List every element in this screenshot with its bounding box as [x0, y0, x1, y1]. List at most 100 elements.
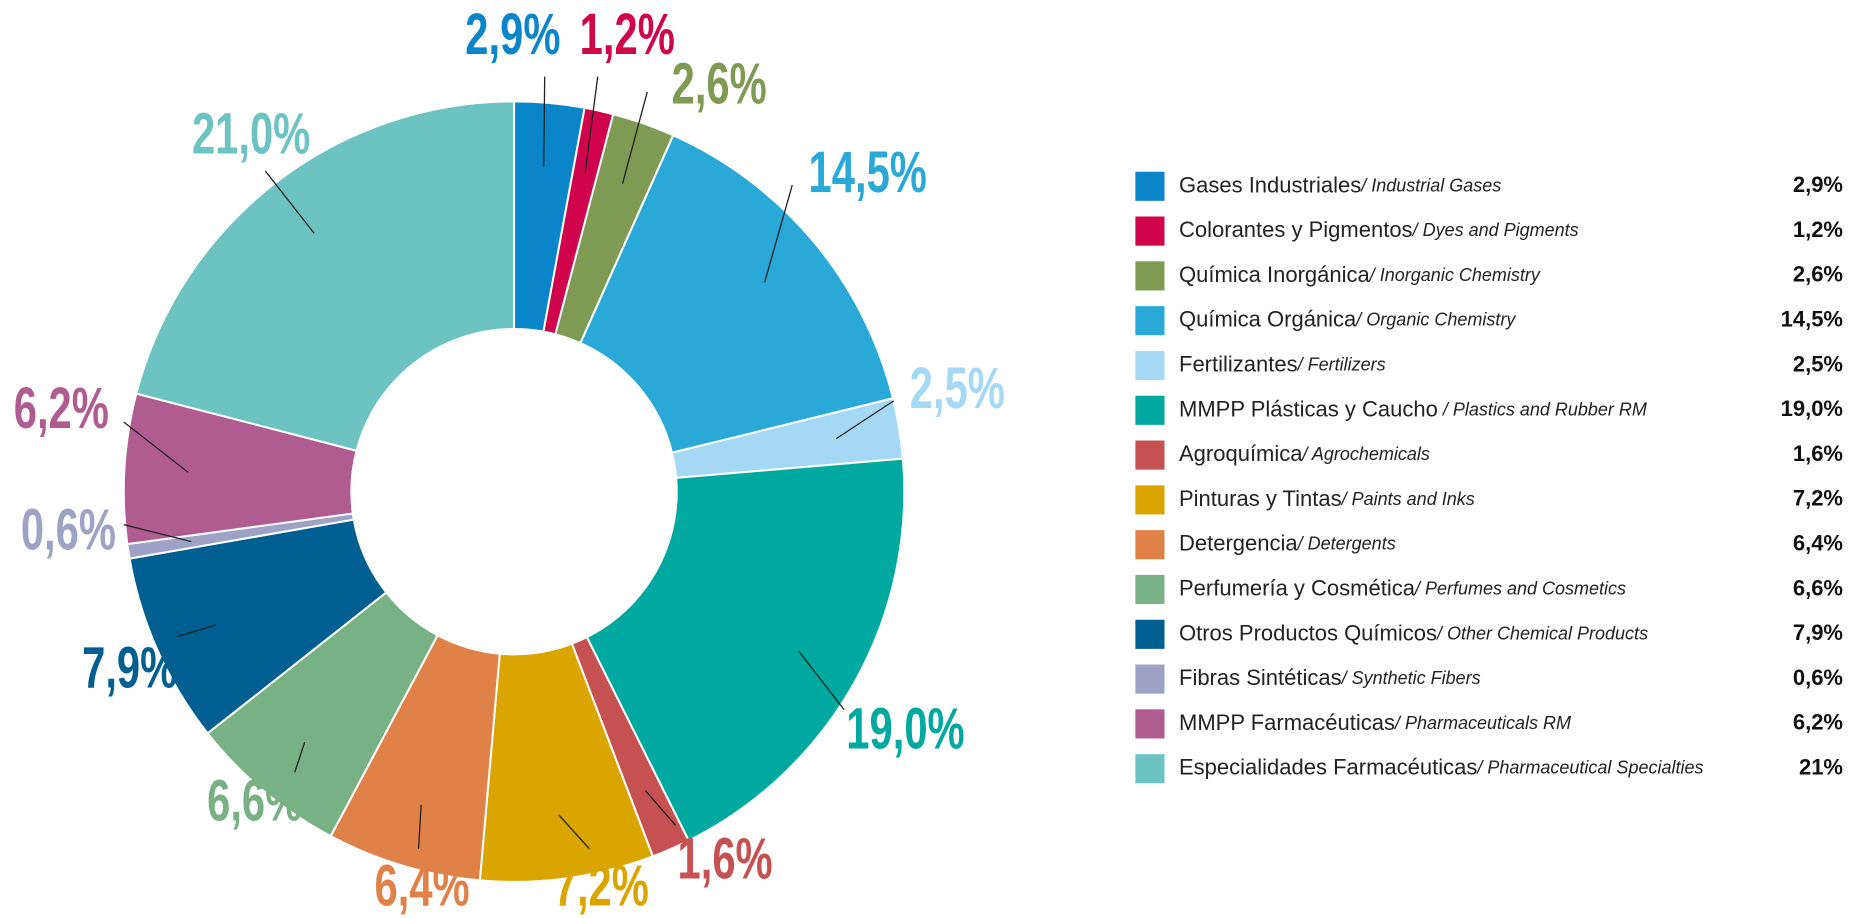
leader-line — [123, 421, 189, 473]
slice-label: 6,6% — [207, 768, 302, 833]
legend-swatch — [1135, 395, 1165, 425]
slice-label: 7,2% — [554, 853, 649, 918]
legend-swatch — [1135, 530, 1165, 560]
legend-name-en: / Pharmaceutical Specialties — [1475, 757, 1703, 777]
legend-value: 2,5% — [1793, 351, 1843, 376]
legend-name: Perfumería y Cosmética — [1179, 575, 1416, 600]
slice-label: 21,0% — [192, 100, 310, 165]
legend-value: 1,2% — [1793, 217, 1843, 242]
leader-line — [123, 524, 192, 543]
legend-label: Perfumería y Cosmética/ Perfumes and Cos… — [1179, 575, 1626, 600]
legend-swatch — [1135, 216, 1165, 246]
slice-label: 1,6% — [678, 826, 773, 891]
legend-name: Otros Productos Químicos — [1179, 620, 1437, 645]
legend-label: MMPP Farmacéuticas/ Pharmaceuticals RM — [1179, 710, 1571, 735]
donut-slice — [135, 100, 516, 452]
legend-name-en: / Paints and Inks — [1340, 489, 1475, 509]
leader-line — [835, 400, 895, 440]
leader-line — [294, 742, 306, 773]
leader-line — [264, 170, 315, 234]
leader-line — [644, 790, 677, 826]
leader-line — [584, 76, 599, 174]
legend-label: Pinturas y Tintas/ Paints and Inks — [1179, 486, 1475, 511]
legend-swatch — [1135, 574, 1165, 605]
slice-label: 0,6% — [21, 497, 116, 562]
legend-label: Fibras Sintéticas/ Synthetic Fibers — [1179, 665, 1481, 690]
legend-value: 7,2% — [1793, 486, 1843, 511]
legend-label: Gases Industriales/ Industrial Gases — [1179, 172, 1501, 197]
legend-label: Química Inorgánica/ Inorganic Chemistry — [1179, 262, 1541, 287]
legend-name: Química Orgánica — [1179, 307, 1357, 332]
legend-name: Pinturas y Tintas — [1179, 486, 1342, 511]
legend-swatch — [1135, 350, 1165, 381]
legend-name-en: / Organic Chemistry — [1354, 309, 1516, 329]
legend-value: 2,9% — [1793, 172, 1843, 197]
slice-label: 1,2% — [580, 1, 675, 66]
leader-line — [176, 624, 217, 638]
legend-label: Colorantes y Pigmentos/ Dyes and Pigment… — [1179, 217, 1579, 242]
legend-name-en: / Dyes and Pigments — [1411, 220, 1579, 240]
slice-label: 6,4% — [375, 853, 470, 918]
legend-value: 21% — [1799, 755, 1843, 780]
legend-name: Química Inorgánica — [1179, 262, 1371, 287]
legend-name-en: / Pharmaceuticals RM — [1393, 713, 1571, 733]
legend-name: Fibras Sintéticas — [1179, 665, 1342, 690]
slice-label: 19,0% — [846, 696, 964, 761]
legend-value: 1,6% — [1793, 441, 1843, 466]
legend-name: Agroquímica — [1179, 441, 1303, 466]
legend-value: 6,2% — [1793, 710, 1843, 735]
legend-label: Detergencia/ Detergents — [1179, 531, 1396, 556]
leader-line — [417, 804, 422, 849]
legend-name-en: / Industrial Gases — [1359, 175, 1501, 195]
legend-label: Agroquímica/ Agrochemicals — [1179, 441, 1430, 466]
leader-line — [558, 814, 590, 850]
legend-label: MMPP Plásticas y Caucho / Plastics and R… — [1179, 396, 1647, 421]
legend-name-en: / Perfumes and Cosmetics — [1413, 578, 1626, 598]
legend-swatch — [1135, 754, 1165, 784]
slice-label: 2,5% — [910, 355, 1005, 420]
legend-value: 2,6% — [1793, 262, 1843, 287]
legend-label: Otros Productos Químicos/ Other Chemical… — [1179, 620, 1648, 645]
legend-value: 6,4% — [1793, 531, 1843, 556]
legend-name: Especialidades Farmacéuticas — [1179, 755, 1477, 780]
leader-line — [621, 91, 648, 184]
slice-label: 6,2% — [14, 375, 109, 440]
legend-swatch — [1135, 261, 1165, 291]
legend-name-en: / Inorganic Chemistry — [1368, 265, 1541, 285]
legend-name: Detergencia — [1179, 531, 1298, 556]
legend-name: Colorantes y Pigmentos — [1179, 217, 1413, 242]
legend-swatch — [1135, 619, 1165, 649]
leader-line — [763, 184, 793, 283]
slice-label: 2,9% — [465, 1, 560, 66]
legend-label: Fertilizantes/ Fertilizers — [1179, 351, 1386, 376]
legend-name: MMPP Farmacéuticas — [1179, 710, 1395, 735]
legend-name-en: / Synthetic Fibers — [1340, 668, 1481, 688]
legend-value: 6,6% — [1793, 575, 1843, 600]
slice-label: 14,5% — [809, 139, 927, 204]
leader-line — [798, 650, 845, 711]
legend-swatch — [1135, 306, 1165, 336]
legend-name-en: / Agrochemicals — [1301, 444, 1430, 464]
legend-swatch — [1135, 709, 1165, 739]
legend-value: 14,5% — [1781, 307, 1843, 332]
legend-name: Fertilizantes — [1179, 351, 1298, 376]
legend-name: MMPP Plásticas y Caucho — [1179, 396, 1438, 421]
legend-value: 0,6% — [1793, 665, 1843, 690]
legend-swatch — [1135, 485, 1165, 515]
legend-value: 19,0% — [1781, 396, 1843, 421]
legend-label: Especialidades Farmacéuticas/ Pharmaceut… — [1179, 755, 1703, 780]
legend-name: Gases Industriales — [1179, 172, 1361, 197]
slice-label: 2,6% — [672, 51, 767, 116]
legend-label: Química Orgánica/ Organic Chemistry — [1179, 307, 1516, 332]
legend-name-en: / Fertilizers — [1296, 354, 1386, 374]
legend-name-en: / Plastics and Rubber RM — [1438, 399, 1647, 419]
legend-swatch — [1135, 664, 1165, 694]
legend-value: 7,9% — [1793, 620, 1843, 645]
legend-name-en: / Other Chemical Products — [1435, 623, 1648, 643]
legend-name-en: / Detergents — [1296, 533, 1396, 553]
slice-label: 7,9% — [82, 635, 177, 700]
donut-slice — [585, 457, 906, 842]
legend-swatch — [1135, 440, 1165, 470]
donut-slice — [579, 134, 895, 454]
